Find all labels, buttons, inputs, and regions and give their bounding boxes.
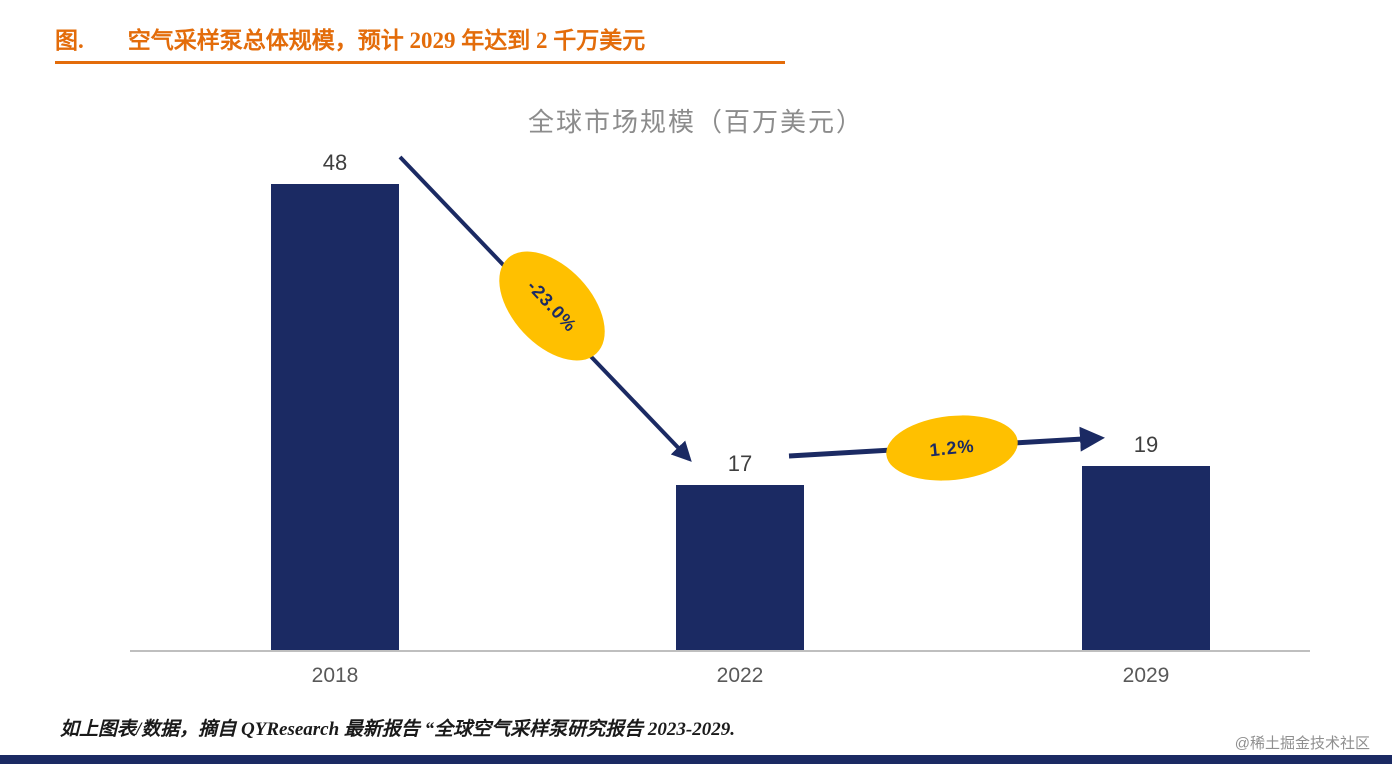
figure-title: 空气采样泵总体规模，预计 2029 年达到 2 千万美元 [127,28,646,53]
x-tick-label: 2022 [716,664,764,687]
figure-label: 图. [55,28,84,53]
bar [271,184,399,650]
bar-value-label: 19 [1133,432,1159,457]
chart-title: 全球市场规模（百万美元） [527,107,864,137]
decline-rate-label: -23.0% [523,275,582,336]
growth-rate-label: 1.2% [928,435,976,460]
x-tick-label: 2018 [311,664,359,687]
figure-header: 图. 空气采样泵总体规模，预计 2029 年达到 2 千万美元 [55,26,787,56]
bottom-strip [0,755,1392,764]
bar-value-label: 48 [322,150,348,175]
bar [676,485,804,650]
watermark: @稀土掘金技术社区 [1234,735,1370,752]
bar-value-label: 17 [727,451,753,476]
x-tick-label: 2029 [1122,664,1170,687]
footnote: 如上图表/数据，摘自 QYResearch 最新报告 “全球空气采样泵研究报告 … [60,719,736,740]
figure-title-underline [55,61,785,64]
bar [1082,466,1210,650]
x-axis-line [130,650,1310,652]
